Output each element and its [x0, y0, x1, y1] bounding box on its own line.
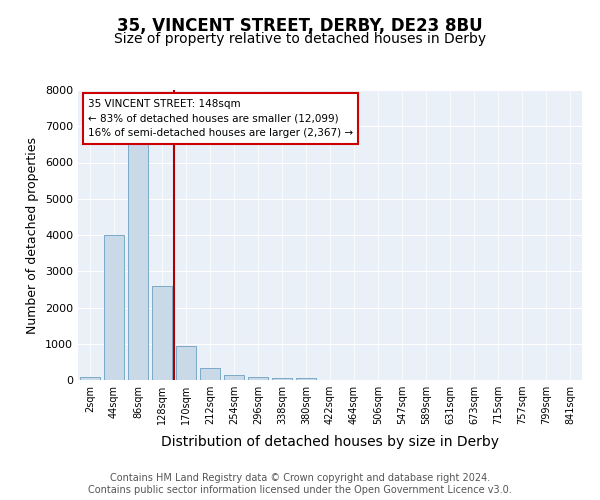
X-axis label: Distribution of detached houses by size in Derby: Distribution of detached houses by size … [161, 436, 499, 450]
Bar [200, 368, 220, 380]
Bar [128, 142, 148, 380]
Y-axis label: Number of detached properties: Number of detached properties [26, 136, 40, 334]
Bar [104, 235, 124, 380]
Bar [176, 346, 196, 380]
Bar [224, 375, 244, 380]
Bar [272, 378, 292, 380]
Bar [152, 286, 172, 380]
Bar [80, 378, 100, 380]
Text: Size of property relative to detached houses in Derby: Size of property relative to detached ho… [114, 32, 486, 46]
Bar [248, 377, 268, 380]
Bar [296, 378, 316, 380]
Text: Contains HM Land Registry data © Crown copyright and database right 2024.
Contai: Contains HM Land Registry data © Crown c… [88, 474, 512, 495]
Text: 35 VINCENT STREET: 148sqm
← 83% of detached houses are smaller (12,099)
16% of s: 35 VINCENT STREET: 148sqm ← 83% of detac… [88, 98, 353, 138]
Text: 35, VINCENT STREET, DERBY, DE23 8BU: 35, VINCENT STREET, DERBY, DE23 8BU [117, 18, 483, 36]
